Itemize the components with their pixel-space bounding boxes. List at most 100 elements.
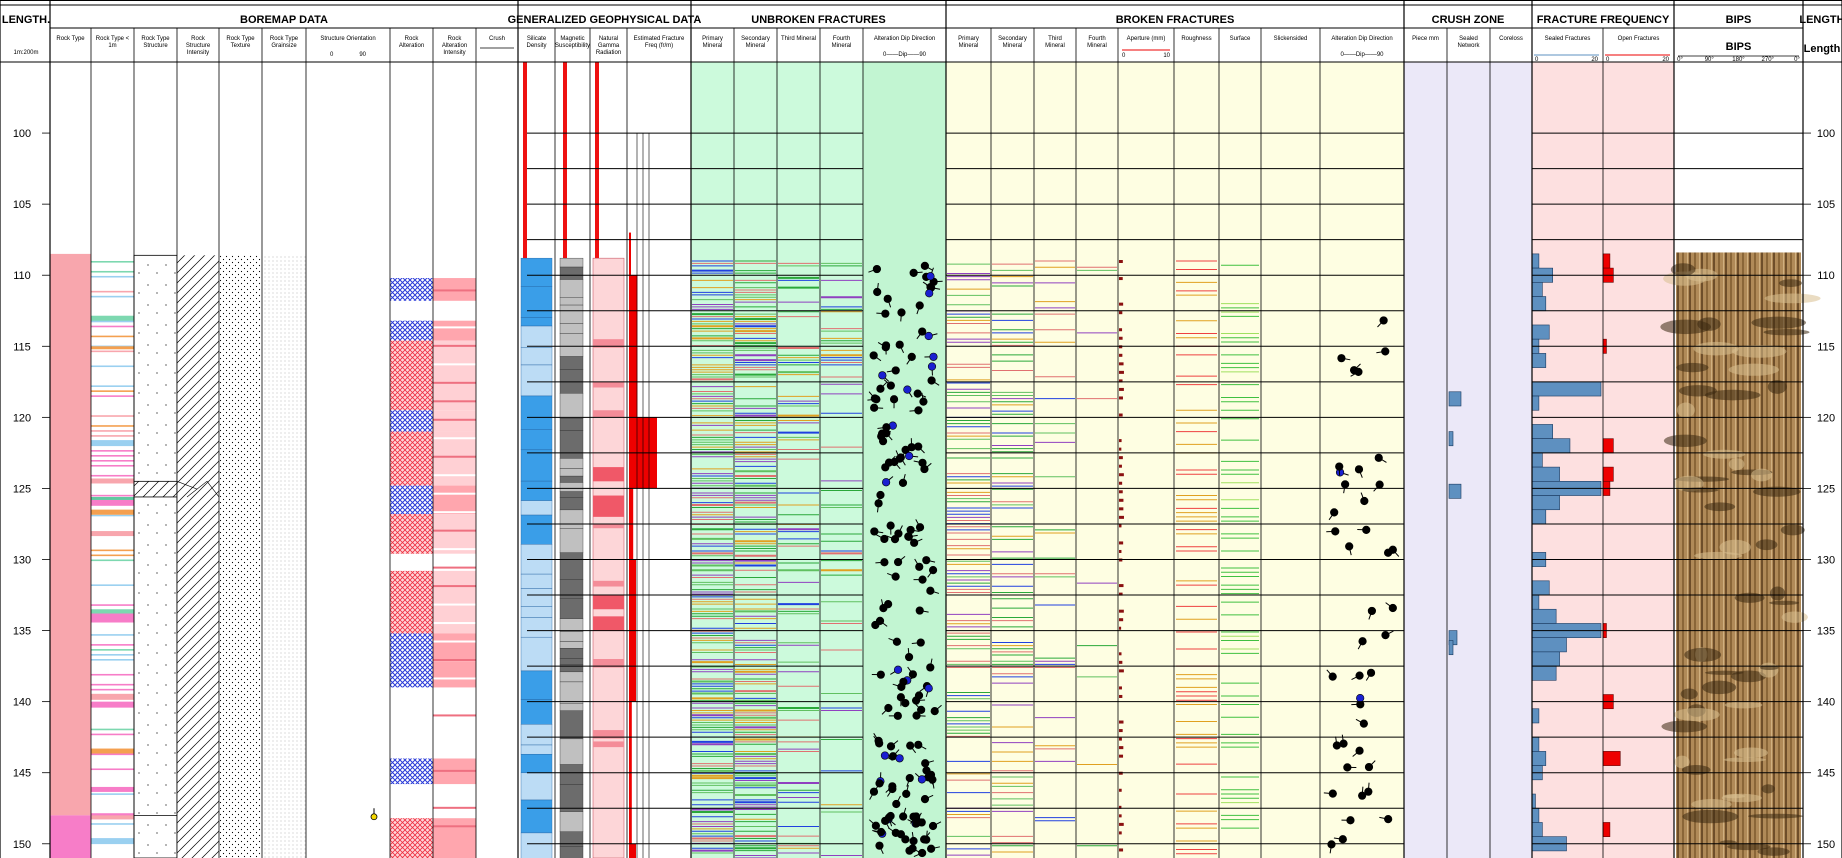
length-right-label: Length (1804, 43, 1841, 55)
aperture-mark (1119, 447, 1122, 451)
aperture-mark (1119, 814, 1122, 818)
bips-scale-1: 90° (1705, 57, 1715, 63)
bips-blob (1722, 794, 1746, 799)
col-title-ub-third: Third Mineral (781, 36, 816, 42)
dip-head (886, 521, 895, 530)
rock-type-1m-band (91, 390, 134, 392)
magnetic-segment (559, 418, 584, 431)
bips-blob (1753, 486, 1801, 497)
silicate-segment (520, 724, 553, 746)
sealed-fracture-bar (1531, 608, 1557, 624)
alteration-interval (390, 758, 433, 785)
dip-head (921, 759, 930, 768)
rock-type-1m-band (91, 385, 134, 387)
rock-type-1m-band (91, 325, 134, 328)
dip-head (891, 572, 900, 581)
col-title-line: Intensity (443, 50, 465, 56)
col-title-line: Alteration (442, 43, 467, 49)
rock-type-1m-band (91, 559, 134, 562)
crush-bg (1404, 62, 1532, 858)
bips-blob (1676, 362, 1709, 373)
alteration-intensity-band (433, 474, 476, 477)
alteration-intensity-band (433, 548, 476, 551)
dip-head (1330, 508, 1339, 517)
silicate-segment (520, 744, 553, 755)
dip-head (895, 340, 904, 349)
gamma-base (592, 257, 625, 858)
magnetic-segment (559, 552, 584, 580)
dip-head (914, 442, 923, 451)
col-title-line: Magnetic (560, 36, 584, 42)
col-title-br-surface: Surface (1230, 36, 1251, 42)
aperture-mark (1119, 541, 1124, 545)
depth-labels: 100 100 105 105 110 110 115 115 120 120 125 125 130 1… (13, 128, 1835, 851)
col-title-rock-structure-intensity: Rock Structure Intensity (186, 36, 211, 56)
alteration-intensity-band (433, 603, 476, 606)
bips-blob (1691, 799, 1732, 810)
silicate-segment (520, 573, 553, 589)
dip-head (1383, 548, 1393, 557)
silicate-segment (520, 364, 553, 397)
alteration-intensity-band (433, 825, 476, 828)
bips-blob (1751, 316, 1807, 329)
bips-blob (1769, 600, 1800, 605)
sealed-fracture-bar (1531, 822, 1543, 837)
dip-head (891, 366, 900, 375)
bips-scale-4: 0° (1794, 57, 1800, 63)
col-title-line: Structure (186, 43, 211, 49)
group-title-ff: FRACTURE FREQUENCY (1537, 14, 1670, 26)
rock-type-1m-band (91, 654, 134, 656)
magnetic-segment (559, 846, 584, 858)
dip-head (869, 351, 878, 360)
rock-type-1m-band (91, 460, 134, 462)
scale-marks: 0 90 0——Dip——90 0——Dip——90 0 10 0 20 0 20 0° 90° 180… (330, 49, 1800, 63)
aperture-mark (1119, 754, 1124, 758)
magnetic-segment (559, 393, 584, 419)
bips-blob (1674, 755, 1690, 769)
rock-type-1m-band (91, 450, 134, 452)
bips-blob (1661, 720, 1708, 733)
alteration-intensity-band (433, 437, 476, 440)
rock-type-1m-band (91, 494, 134, 497)
depth-label-left: 125 (13, 483, 31, 495)
depth-label-right: 150 (1817, 839, 1835, 851)
bips-blob (1670, 263, 1696, 276)
rock-grainsize-fill (262, 255, 306, 858)
alteration-interval (390, 485, 433, 515)
rock-type-1m-band (91, 659, 134, 661)
alteration-intensity-interval (433, 320, 476, 341)
col-title-rock-type-texture: Rock Type Texture (226, 36, 255, 49)
rock-texture-fill (219, 255, 262, 858)
col-title-line: Third Mineral (781, 36, 816, 42)
dip-head (878, 371, 887, 380)
aperture-mark (1119, 515, 1124, 519)
alteration-intensity-band (433, 714, 476, 717)
dip-head (1366, 668, 1376, 677)
dip-head (898, 478, 908, 487)
open-fracture-bar (1602, 466, 1614, 482)
rock-type-1m-band (91, 649, 134, 651)
dip-head (928, 565, 938, 575)
col-title-line: Rock Type (270, 36, 299, 42)
gamma-segment (593, 467, 624, 482)
rock-type-1m-band (91, 693, 134, 700)
dip-head (928, 821, 938, 831)
alteration-intensity-band (433, 511, 476, 514)
alteration-intensity-band (433, 529, 476, 532)
magnetic-segment (559, 333, 584, 357)
alteration-intensity-interval (433, 661, 476, 688)
dip-head (899, 677, 908, 686)
silicate-segment (520, 325, 553, 348)
sealed-fracture-bar (1531, 736, 1540, 752)
bips-blob (1723, 757, 1767, 763)
magnetic-segment (559, 475, 584, 483)
alteration-intensity-band (433, 492, 476, 495)
aperture-mark (1119, 498, 1124, 502)
rock-type-1m-band (91, 549, 134, 552)
col-title-silicate-density: Silicate Density (526, 36, 546, 49)
depth-label-right: 100 (1817, 128, 1835, 140)
silicate-segment (520, 799, 553, 834)
aperture-mark (1119, 720, 1124, 724)
col-title-line: Sealed (1459, 36, 1478, 42)
gamma-segment (593, 595, 624, 610)
